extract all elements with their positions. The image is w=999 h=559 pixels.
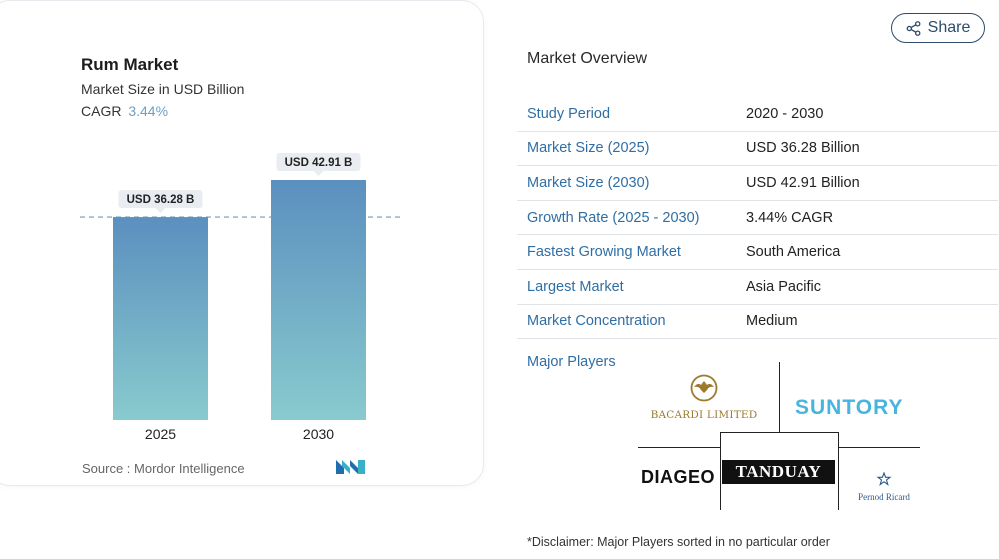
bar-2025 [113,217,208,420]
overview-row-key: Largest Market [527,278,624,295]
overview-row: Market Size (2025) USD 36.28 Billion [517,132,998,167]
overview-row-value: USD 36.28 Billion [746,140,860,157]
chart-title: Rum Market [81,55,179,74]
value-label: USD 42.91 B [285,157,353,169]
major-players-label: Major Players [527,354,616,370]
value-label-pointer [155,208,166,214]
suntory-logo: SUNTORY [795,396,904,419]
star-emblem-icon [876,471,892,486]
category-label: 2025 [145,426,176,442]
grid-divider [838,432,839,510]
bacardi-logo: BACARDI LIMITED [644,374,764,421]
grid-divider [720,432,838,433]
overview-row: Study Period 2020 - 2030 [517,97,998,132]
overview-row-value: South America [746,244,841,261]
overview-table: Study Period 2020 - 2030 Market Size (2025… [517,97,998,340]
cagr-line: CAGR 3.44% [81,103,168,119]
overview-row-value: 3.44% CAGR [746,209,834,226]
overview-row-value: 2020 - 2030 [746,105,824,122]
value-label-bg [276,153,361,171]
cagr-label: CAGR [81,103,122,119]
mordor-intelligence-logo-icon [336,460,365,474]
pernod-ricard-logo: Pernod Ricard [848,471,920,502]
players-grid [638,362,920,510]
grid-divider [779,362,780,432]
tanduay-text: TANDUAY [735,462,822,481]
value-label-bg [118,190,203,209]
cagr-value: 3.44% [128,103,169,119]
overview-row: Market Size (2030) USD 42.91 Billion [517,166,998,201]
value-label-pointer [313,171,324,176]
bat-emblem-icon [690,374,718,402]
share-label: Share [927,19,971,36]
overview-row-key: Growth Rate (2025 - 2030) [527,209,700,226]
grid-divider [838,447,920,448]
diageo-logo: DIAGEO [641,467,716,487]
tanduay-logo: TANDUAY [722,460,835,484]
share-icon [906,20,921,36]
overview-row-value: Medium [746,313,798,330]
bar-2030 [271,180,366,420]
overview-row-value: USD 42.91 Billion [746,174,860,191]
chart-source: Source : Mordor Intelligence [82,461,245,476]
share-button[interactable]: Share [891,13,985,43]
value-label: USD 36.28 B [127,194,195,206]
bar-chart: USD 36.28 B 2025 USD 42.91 B 2030 [80,153,400,442]
market-size-card [0,0,484,486]
overview-row-key: Fastest Growing Market [527,244,681,261]
pernod-ricard-text: Pernod Ricard [858,492,910,502]
grid-divider [638,447,720,448]
overview-row: Fastest Growing Market South America [517,235,998,270]
overview-row: Market Concentration Medium [517,305,998,340]
overview-row: Growth Rate (2025 - 2030) 3.44% CAGR [517,201,998,236]
overview-title: Market Overview [527,50,648,67]
overview-row-key: Study Period [527,105,611,122]
overview-row-value: Asia Pacific [746,278,821,295]
overview-row-key: Market Size (2030) [527,174,650,191]
bacardi-text: BACARDI LIMITED [650,409,758,421]
overview-row-key: Market Concentration [527,313,666,330]
chart-subtitle: Market Size in USD Billion [81,81,245,97]
category-label: 2030 [303,426,334,442]
overview-row: Largest Market Asia Pacific [517,270,998,305]
disclaimer: *Disclaimer: Major Players sorted in no … [527,535,830,549]
overview-row-key: Market Size (2025) [527,140,650,157]
grid-divider [720,432,721,510]
